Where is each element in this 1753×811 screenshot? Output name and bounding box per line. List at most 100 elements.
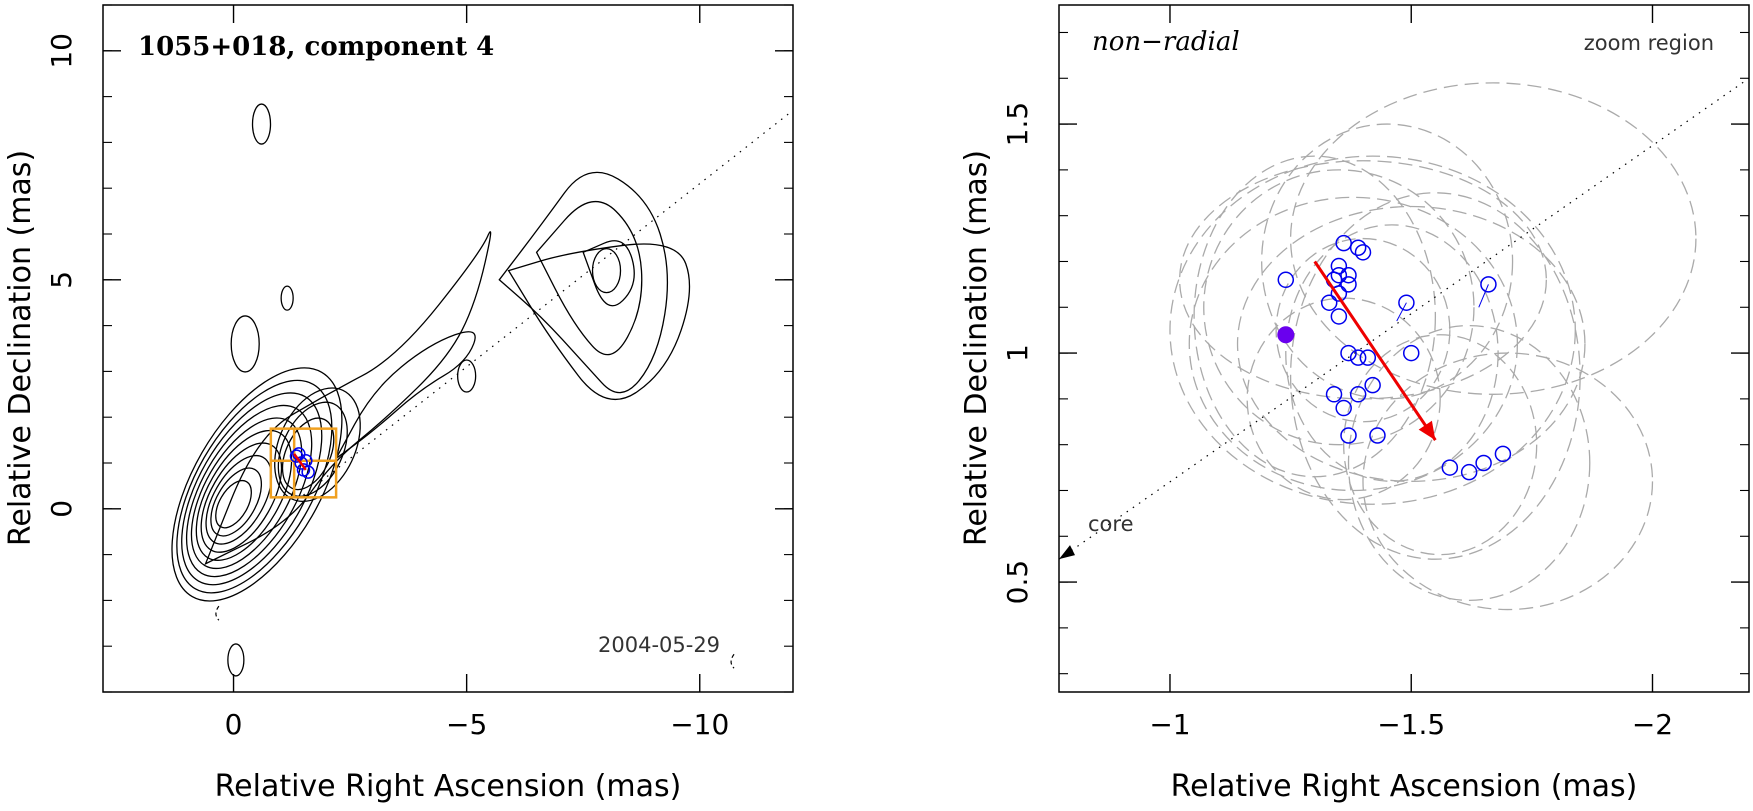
right-y-tick-label: 1 [1001,344,1034,362]
left-x-axis-label: Relative Right Ascension (mas) [215,769,682,804]
component-position [1277,271,1295,289]
right-zoom-panel: −1 −1.5 −2 0.5 1 1.5 non−radial zoom region c… [959,4,1750,804]
error-ellipse [1275,237,1451,423]
component-tail [1396,302,1407,322]
core-contour [185,404,313,578]
left-contour-panel: 0 −5 −10 0 5 10 1055+018, component 4 2004-05… [3,4,794,804]
right-x-tick-label: −2 [1632,708,1673,741]
motion-arrow [293,453,307,471]
core-contour [181,392,323,586]
component-position [1398,294,1415,311]
error-ellipse [1203,169,1475,446]
blob-contour [230,315,260,373]
error-ellipse [1343,334,1538,556]
blob-contour [251,103,272,145]
blob-contour [456,359,477,393]
blob-contour [591,247,622,294]
right-x-tick-label: −1 [1149,708,1190,741]
component-position [1340,344,1357,362]
right-x-tick-label: −1.5 [1377,708,1445,741]
right-plot-frame [1058,4,1750,693]
error-ellipse [1261,123,1514,400]
jet-contour [498,171,669,394]
component-position [1340,427,1357,444]
right-y-tick-label: 0.5 [1001,560,1034,605]
radial-direction-line [1058,77,1750,560]
jet-contour [535,200,643,356]
jet-contour [204,231,492,566]
jet-contour [277,401,348,497]
zoom-region-box [269,427,338,499]
core-contour [190,417,303,570]
zoom-region-label: zoom region [1584,31,1714,55]
component-position [1349,239,1367,256]
motion-type-label: non−radial [1092,27,1240,57]
error-ellipse [1246,297,1441,501]
core-contour [176,379,333,594]
jet-contour [507,243,691,401]
left-axis-ticks: 0 −5 −10 0 5 10 [45,4,793,741]
component-position [1330,257,1348,275]
jet-contour [281,417,335,491]
component-position [1335,399,1352,417]
component-position [1330,308,1348,325]
core-label: core [1088,512,1134,536]
error-ellipse [1236,205,1586,482]
right-x-axis-label: Relative Right Ascension (mas) [1171,769,1638,804]
component-position [1320,294,1338,311]
component-position [1325,386,1343,403]
right-y-axis-label: Relative Declination (mas) [959,150,994,546]
left-plot-frame [102,4,794,693]
component-tail [1478,284,1489,308]
left-x-tick-label: 0 [225,708,243,741]
component-position [1335,234,1352,252]
observation-date: 2004-05-29 [598,633,720,657]
error-ellipse [1362,352,1654,611]
core-contour [171,367,343,602]
component-position [1402,344,1420,362]
left-contour-lines [171,103,735,677]
blob-contour [280,285,294,311]
motion-arrowhead [1418,420,1436,441]
left-y-tick-label: 10 [45,33,78,69]
right-y-tick-label: 1.5 [1001,102,1034,147]
right-marks [1058,77,1750,560]
error-ellipse [1169,155,1576,505]
jet-contour [582,240,635,307]
error-ellipses [1169,82,1697,611]
left-y-tick-label: 5 [45,271,78,289]
negative-contour [730,653,735,669]
component-position [1480,276,1497,293]
component-position [1330,285,1348,302]
error-ellipse [1347,324,1591,602]
component-position [1330,266,1348,284]
left-x-tick-label: −10 [670,708,729,741]
core-arrowhead [1059,545,1075,560]
error-ellipse [1289,192,1581,560]
component-position [1349,386,1367,403]
negative-contour [215,605,220,621]
component-position [1340,276,1357,293]
left-marks [269,109,794,499]
component-position [1349,349,1367,366]
component-position [1364,376,1381,394]
component-position [1475,454,1492,472]
error-ellipse [1289,82,1697,395]
left-panel-title: 1055+018, component 4 [138,32,494,62]
left-y-tick-label: 0 [45,500,78,518]
component-position [1494,445,1512,463]
left-x-tick-label: −5 [446,708,487,741]
component-position [1441,459,1459,476]
component-position [1340,266,1357,284]
component-position [1354,244,1372,261]
blob-contour [227,643,245,677]
component-position [1369,427,1386,444]
left-y-axis-label: Relative Declination (mas) [3,150,38,546]
radial-direction-line [303,109,794,496]
jet-contour [335,331,476,459]
component-position [1359,349,1377,366]
motion-arrow [1313,260,1437,441]
reference-position-filled [1277,326,1295,344]
component-position [1460,463,1478,481]
